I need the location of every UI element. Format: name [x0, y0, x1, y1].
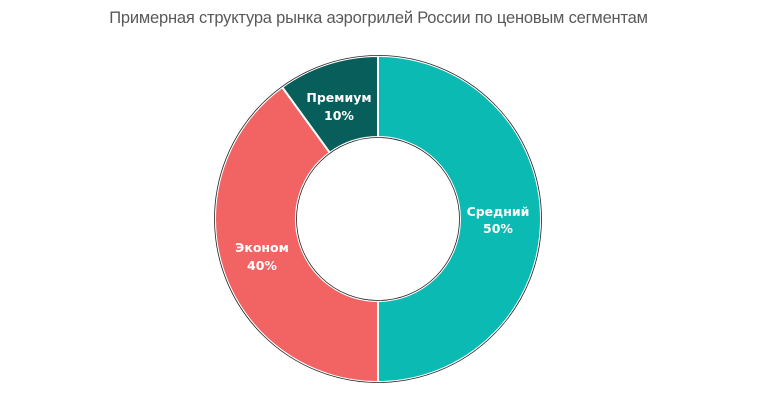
segment-value: 10% [324, 108, 354, 123]
donut-segment-3 [280, 54, 379, 155]
donut-slices [214, 54, 542, 384]
segment-value: 50% [483, 221, 513, 236]
segment-name: Премиум [306, 90, 371, 105]
segment-label-ekonom: Эконом 40% [235, 240, 289, 273]
donut-outline [214, 55, 542, 383]
segment-label-premium: Премиум 10% [306, 90, 371, 123]
segment-name: Эконом [235, 240, 289, 255]
segment-value: 40% [247, 258, 277, 273]
segment-label-srednii: Средний 50% [467, 204, 530, 236]
donut-outline [296, 137, 460, 301]
segment-name: Средний [467, 204, 530, 219]
donut-segment-2 [214, 85, 379, 384]
donut-segment-1 [377, 54, 542, 384]
chart-title: Примерная структура рынка аэрогрилей Рос… [109, 9, 648, 27]
